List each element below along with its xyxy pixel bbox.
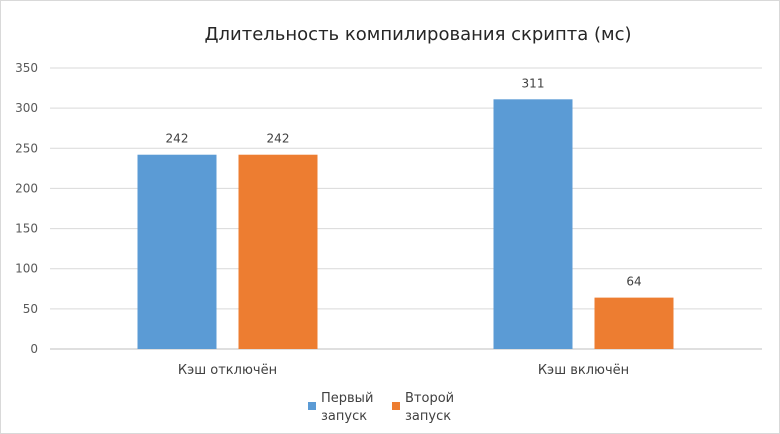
legend-label-line: Второй bbox=[405, 391, 454, 406]
legend-swatch bbox=[308, 402, 316, 410]
bar bbox=[238, 154, 318, 349]
bar bbox=[137, 154, 217, 349]
legend-label-line: Первый bbox=[321, 391, 373, 406]
legend-label: Второй запуск bbox=[405, 391, 454, 424]
chart-title: Длительность компилирования скрипта (мс) bbox=[204, 24, 631, 45]
legend-swatch bbox=[392, 402, 400, 410]
x-tick-label: Кэш отключён bbox=[178, 363, 277, 378]
y-tick-label: 50 bbox=[23, 302, 38, 316]
x-tick-label: Кэш включён bbox=[538, 363, 629, 378]
data-label: 311 bbox=[522, 76, 545, 90]
y-tick-label: 350 bbox=[15, 61, 38, 75]
legend-label: Первый запуск bbox=[321, 391, 373, 424]
data-label: 242 bbox=[166, 132, 189, 146]
y-tick-label: 200 bbox=[15, 181, 38, 195]
bar bbox=[594, 297, 674, 349]
y-tick-label: 150 bbox=[15, 222, 38, 236]
y-tick-label: 100 bbox=[15, 262, 38, 276]
y-tick-label: 300 bbox=[15, 101, 38, 115]
legend-label-line: запуск bbox=[405, 409, 451, 424]
legend-label-line: запуск bbox=[321, 409, 367, 424]
data-label: 242 bbox=[267, 132, 290, 146]
bar bbox=[493, 99, 573, 349]
y-tick-label: 250 bbox=[15, 141, 38, 155]
data-label: 64 bbox=[626, 275, 641, 289]
y-tick-label: 0 bbox=[30, 342, 38, 356]
